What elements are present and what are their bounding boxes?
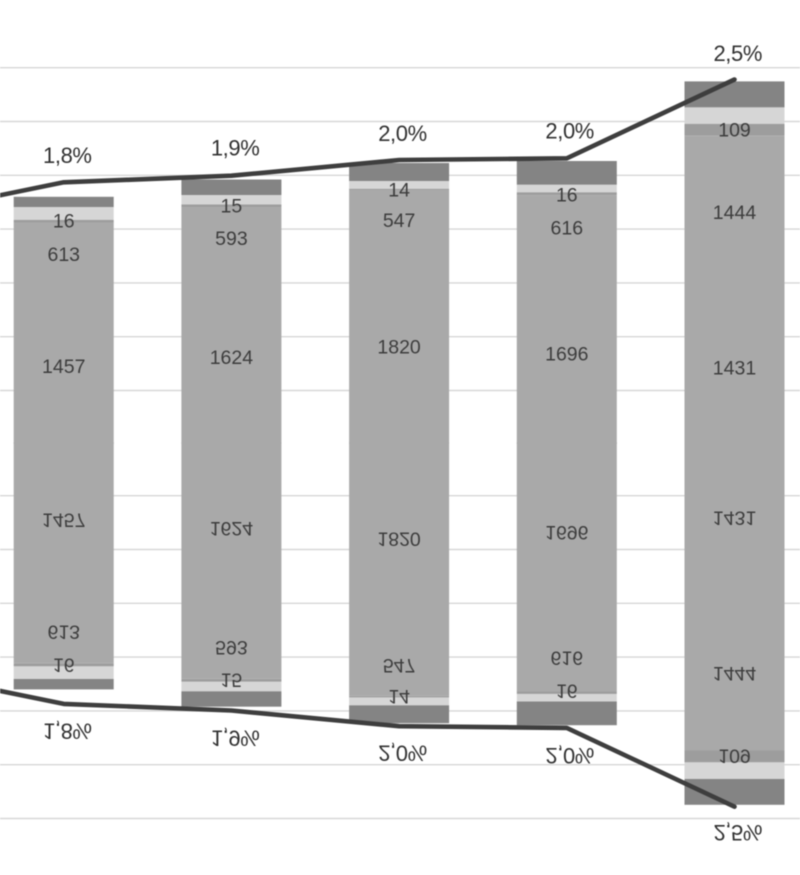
svg-text:613: 613	[47, 244, 80, 266]
svg-text:616: 616	[551, 218, 584, 240]
svg-text:593: 593	[215, 228, 248, 250]
svg-text:1696: 1696	[545, 343, 588, 365]
svg-text:1,9%: 1,9%	[211, 136, 260, 161]
svg-text:2,0%: 2,0%	[378, 121, 427, 146]
svg-text:547: 547	[383, 210, 416, 232]
svg-text:1624: 1624	[210, 347, 254, 369]
svg-text:1457: 1457	[42, 356, 85, 378]
svg-text:14: 14	[388, 179, 410, 201]
svg-text:1431: 1431	[713, 358, 756, 380]
svg-text:16: 16	[556, 185, 578, 207]
svg-text:109: 109	[718, 120, 751, 142]
svg-text:1820: 1820	[377, 337, 421, 359]
svg-text:1444: 1444	[713, 202, 757, 224]
svg-text:2,0%: 2,0%	[545, 118, 594, 143]
svg-text:15: 15	[221, 196, 243, 218]
svg-text:1,8%: 1,8%	[43, 143, 92, 168]
svg-text:2,5%: 2,5%	[713, 41, 762, 66]
svg-text:16: 16	[53, 211, 75, 233]
